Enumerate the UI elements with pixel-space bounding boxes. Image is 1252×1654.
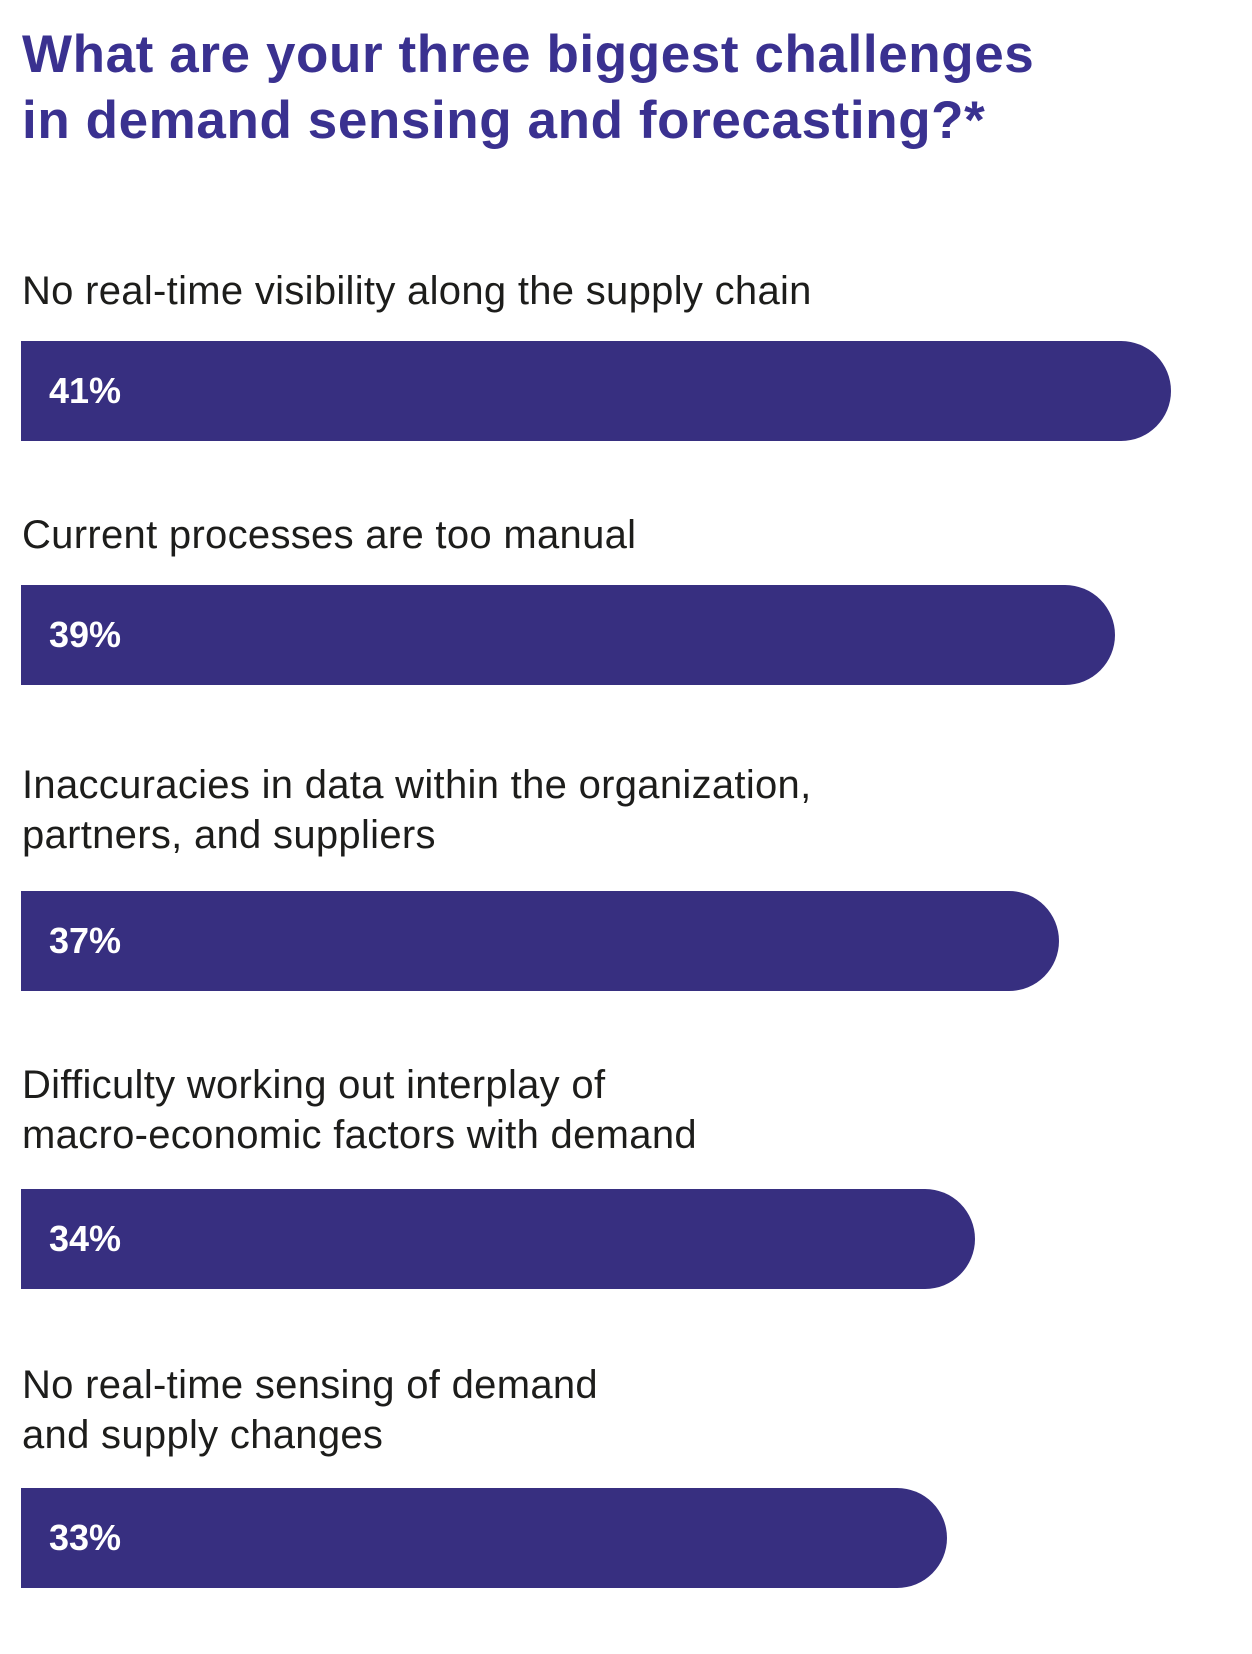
category-label-line: Inaccuracies in data within the organiza… (22, 763, 812, 807)
category-label-line: macro-economic factors with demand (22, 1113, 697, 1157)
bar-value-label: 41% (49, 370, 122, 411)
bar-value-label: 39% (49, 614, 122, 655)
bar: 41% (21, 341, 1171, 441)
chart-title-line: in demand sensing and forecasting?* (22, 91, 986, 150)
category-label: Difficulty working out interplay of macro… (22, 1060, 697, 1160)
bar: 34% (21, 1189, 975, 1289)
category-label: No real-time visibility along the supply… (22, 266, 812, 316)
bar-value-label: 34% (49, 1218, 122, 1259)
category-label-line: No real-time sensing of demand (22, 1363, 598, 1407)
category-label-line: and supply changes (22, 1413, 384, 1457)
category-label: Inaccuracies in data within the organiza… (22, 760, 812, 860)
chart-title-line: What are your three biggest challenges (22, 25, 1035, 84)
bar-value-label: 37% (49, 920, 122, 961)
chart-title: What are your three biggest challenges i… (22, 22, 1034, 154)
category-label-line: Difficulty working out interplay of (22, 1063, 606, 1107)
bar: 37% (21, 891, 1059, 991)
bar: 33% (21, 1488, 947, 1588)
category-label-line: Current processes are too manual (22, 513, 637, 557)
category-label: No real-time sensing of demand and supply… (22, 1360, 598, 1460)
category-label: Current processes are too manual (22, 510, 636, 560)
category-label-line: No real-time visibility along the supply… (22, 269, 812, 313)
bar: 39% (21, 585, 1115, 685)
bar-value-label: 33% (49, 1517, 122, 1558)
category-label-line: partners, and suppliers (22, 813, 436, 857)
